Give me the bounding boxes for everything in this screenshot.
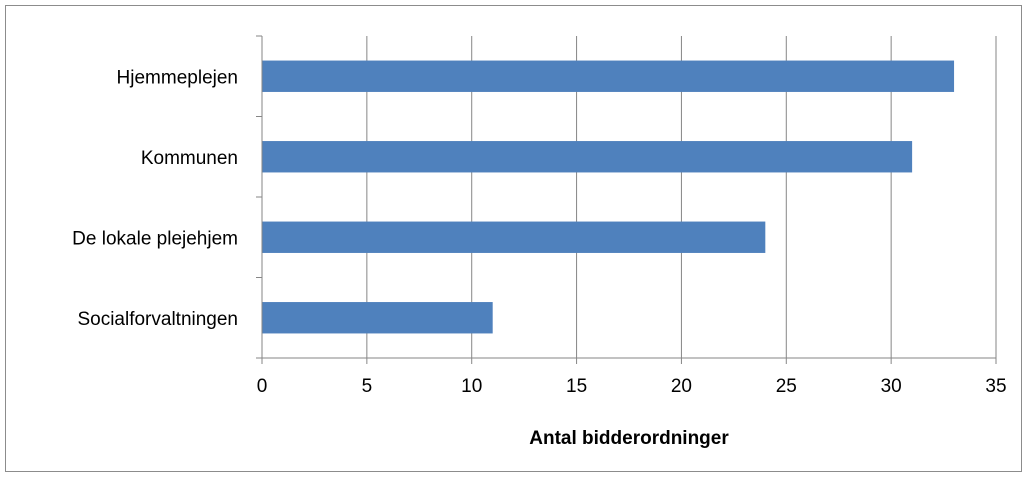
bars [262, 60, 955, 334]
bar-2 [262, 141, 913, 173]
category-label-3: De lokale plejehjem [72, 228, 238, 249]
category-label-4: Socialforvaltningen [77, 309, 238, 330]
x-tick-label-20: 20 [671, 376, 692, 397]
category-label-2: Kommunen [141, 148, 238, 169]
bar-4 [262, 302, 493, 334]
labels: 0 5 10 15 20 25 30 35 Hjemmeplejen Kommunen De lok… [72, 67, 1006, 397]
x-tick-label-35: 35 [985, 376, 1006, 397]
bar-1 [262, 60, 955, 92]
x-tick-label-30: 30 [881, 376, 902, 397]
x-tick-label-10: 10 [461, 376, 482, 397]
x-axis-title: Antal bidderordninger [529, 428, 729, 449]
x-tick-label-5: 5 [362, 376, 373, 397]
x-tick-label-0: 0 [257, 376, 268, 397]
axes [256, 35, 997, 364]
category-label-1: Hjemmeplejen [117, 67, 238, 88]
x-tick-label-25: 25 [776, 376, 797, 397]
bar-3 [262, 221, 766, 253]
x-tick-label-15: 15 [566, 376, 587, 397]
